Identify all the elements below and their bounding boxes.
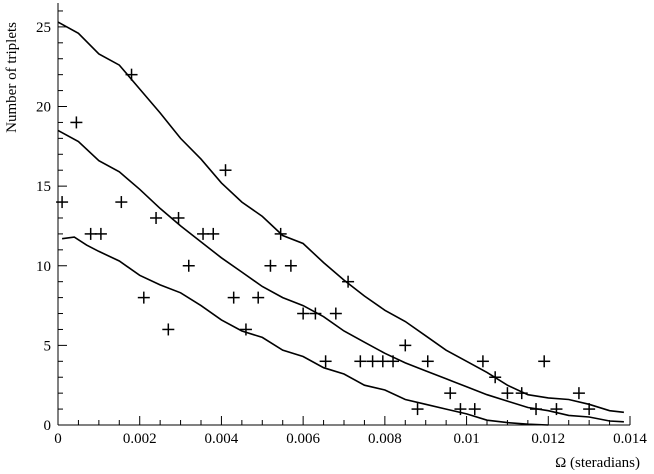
data-point	[125, 68, 138, 81]
model-curves	[57, 21, 624, 426]
data-point	[489, 371, 502, 384]
data-point	[583, 403, 596, 416]
x-tick-label: 0.002	[123, 431, 157, 447]
data-point	[421, 355, 434, 368]
y-tick-label: 25	[36, 20, 51, 36]
y-tick-label: 5	[44, 338, 52, 354]
y-tick-label: 20	[36, 100, 51, 116]
data-point	[274, 227, 287, 240]
y-tick-label: 0	[44, 418, 52, 434]
x-tick-label: 0.008	[368, 431, 402, 447]
data-point	[137, 291, 150, 304]
data-point	[115, 196, 128, 209]
data-point	[56, 196, 69, 209]
y-axis-title: Number of triplets	[4, 22, 20, 133]
x-tick-label: 0	[54, 431, 62, 447]
data-point	[538, 355, 551, 368]
data-point	[94, 227, 107, 240]
data-point	[309, 307, 322, 320]
data-point	[411, 403, 424, 416]
data-point	[297, 307, 310, 320]
data-point	[515, 387, 528, 400]
y-axis-ticks: 0 5 10 15 20 25	[36, 10, 67, 434]
x-tick-label: 0.014	[613, 431, 647, 447]
data-point	[252, 291, 265, 304]
data-point	[150, 211, 163, 224]
data-points	[56, 68, 596, 416]
data-point	[219, 164, 232, 177]
data-point	[319, 355, 332, 368]
data-point	[550, 403, 563, 416]
data-point	[530, 403, 543, 416]
data-point	[197, 227, 210, 240]
x-tick-label: 0.006	[286, 431, 320, 447]
x-axis-ticks: 0 0.002 0.004 0.006 0.008 0.01 0.012 0.014	[54, 416, 647, 447]
data-point	[264, 259, 277, 272]
y-tick-label: 10	[36, 259, 51, 275]
y-tick-label: 15	[36, 179, 51, 195]
data-point	[172, 211, 185, 224]
data-point	[239, 323, 252, 336]
data-point	[387, 355, 400, 368]
data-point	[329, 307, 342, 320]
x-tick-label: 0.012	[531, 431, 565, 447]
data-point	[399, 339, 412, 352]
data-point	[354, 355, 367, 368]
lower-curve	[61, 236, 549, 426]
data-point	[207, 227, 220, 240]
data-point	[70, 116, 83, 129]
upper-curve	[57, 21, 624, 414]
data-point	[476, 355, 489, 368]
data-point	[342, 275, 355, 288]
data-point	[444, 387, 457, 400]
x-tick-label: 0.01	[453, 431, 479, 447]
data-point	[572, 387, 585, 400]
data-point	[366, 355, 379, 368]
data-point	[227, 291, 240, 304]
data-point	[162, 323, 175, 336]
data-point	[84, 227, 97, 240]
data-point	[182, 259, 195, 272]
data-point	[454, 403, 467, 416]
x-tick-label: 0.004	[205, 431, 239, 447]
x-axis-title: Ω (steradians)	[555, 455, 640, 471]
data-point	[376, 355, 389, 368]
data-point	[468, 403, 481, 416]
data-point	[284, 259, 297, 272]
data-point	[501, 387, 514, 400]
